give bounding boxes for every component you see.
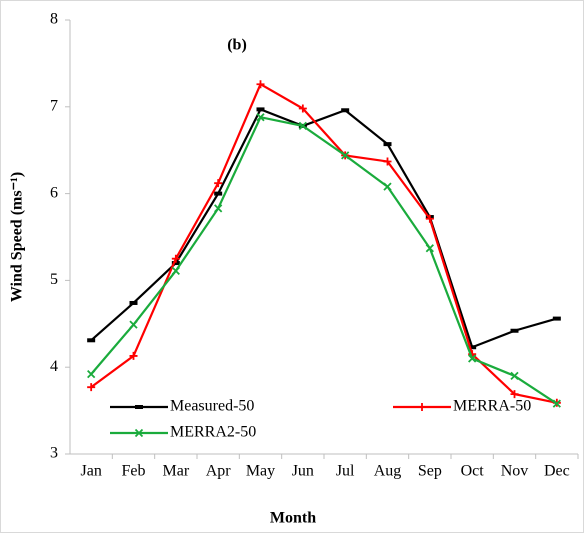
marker	[129, 320, 138, 329]
marker	[87, 370, 96, 379]
x-tick-label: May	[246, 463, 275, 480]
marker	[171, 254, 180, 263]
x-tick-label: Apr	[206, 463, 232, 480]
marker	[214, 204, 223, 213]
marker	[425, 214, 434, 223]
x-tick-label: Aug	[374, 463, 402, 480]
y-tick-label: 4	[50, 358, 58, 375]
x-tick-label: Dec	[544, 463, 570, 480]
series-line	[90, 115, 558, 405]
x-tick-label: Nov	[501, 463, 529, 480]
y-tick-label: 6	[50, 184, 58, 201]
legend-label: MERRA-50	[453, 398, 531, 415]
marker	[341, 151, 350, 160]
marker	[510, 371, 519, 381]
x-axis-label: Month	[270, 510, 316, 527]
x-tick-label: Feb	[122, 463, 146, 480]
y-tick-label: 5	[50, 271, 58, 288]
marker	[298, 121, 307, 131]
marker	[256, 113, 265, 122]
marker	[552, 399, 561, 408]
legend-marker	[418, 403, 426, 411]
x-tick-label: Oct	[461, 463, 485, 480]
marker	[510, 390, 519, 399]
marker	[87, 383, 96, 392]
chart-title: (b)	[227, 37, 247, 54]
x-tick-label: Mar	[163, 463, 190, 480]
x-tick-label: Jan	[81, 463, 102, 480]
legend-label: Measured-50	[170, 398, 254, 415]
series-line	[90, 108, 558, 349]
marker	[425, 244, 434, 253]
y-tick-label: 3	[50, 445, 58, 462]
y-axis-label: Wind Speed (ms⁻¹)	[9, 172, 26, 302]
marker	[383, 157, 392, 166]
marker	[468, 354, 477, 363]
marker	[298, 104, 307, 113]
y-tick-label: 8	[50, 11, 58, 28]
legend-marker	[134, 428, 144, 438]
marker	[129, 351, 138, 360]
y-tick-label: 7	[50, 97, 58, 114]
marker	[214, 179, 223, 188]
legend-label: MERRA2-50	[170, 424, 256, 441]
x-tick-label: Jul	[336, 463, 355, 480]
x-tick-label: Sep	[418, 463, 442, 480]
x-tick-label: Jun	[292, 463, 314, 480]
marker	[171, 266, 180, 275]
marker	[383, 182, 392, 191]
marker	[256, 80, 265, 89]
